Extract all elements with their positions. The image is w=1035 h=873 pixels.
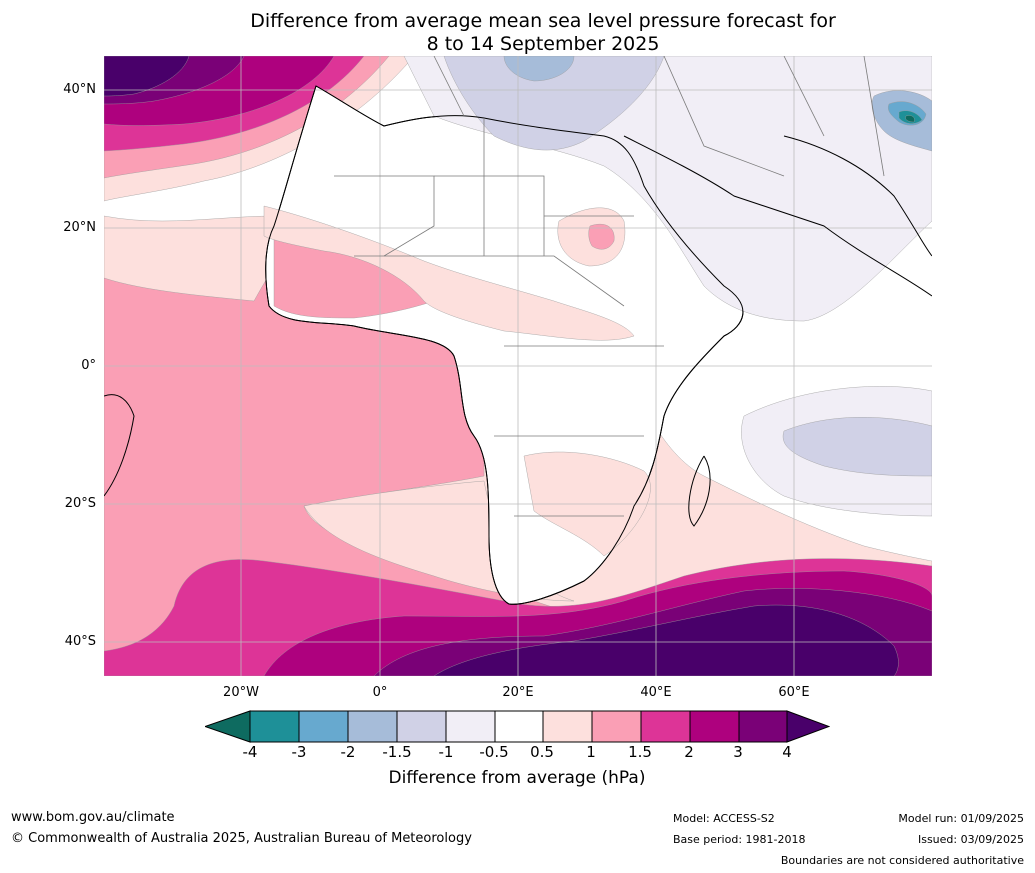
lon-label-0: 0°: [372, 685, 388, 700]
colorbar-swatch-pos15: [640, 710, 691, 743]
colorbar-swatch-pos05: [542, 710, 593, 743]
colorbar-swatch-neg2: [347, 710, 398, 743]
colorbar-label: Difference from average (hPa): [388, 768, 646, 788]
colorbar-tick: -1: [438, 743, 454, 761]
lat-label-0: 0°: [81, 358, 96, 373]
lon-label-20e: 20°E: [502, 685, 534, 700]
colorbar-swatch-neg15: [396, 710, 447, 743]
footer-issued: Issued: 03/09/2025: [917, 833, 1024, 846]
colorbar-tick: 0.5: [530, 743, 554, 761]
title-line-2: 8 to 14 September 2025: [426, 33, 660, 55]
colorbar-tick: 2: [684, 743, 694, 761]
colorbar-tick: 1.5: [628, 743, 652, 761]
footer-website: www.bom.gov.au/climate: [11, 810, 175, 825]
colorbar-tick: -1.5: [382, 743, 412, 761]
anomaly-south-pos4: [433, 604, 899, 676]
country-borders: [334, 56, 885, 517]
colorbar-tick: 1: [586, 743, 596, 761]
coastlines: [104, 85, 932, 605]
colorbar-tick: -3: [291, 743, 307, 761]
colorbar-swatch-neg1: [445, 710, 496, 743]
map-title: Difference from average mean sea level p…: [0, 10, 1035, 56]
colorbar-tick: 4: [782, 743, 792, 761]
lon-label-40e: 40°E: [640, 685, 672, 700]
colorbar-swatch-pos3: [738, 710, 788, 743]
graticule: [104, 56, 932, 676]
anomaly-mediterranean-neg15: [503, 56, 575, 82]
lat-label-40n: 40°N: [63, 82, 96, 97]
colorbar: [205, 710, 830, 743]
colorbar-swatch-pos2: [689, 710, 740, 743]
footer-boundaries-note: Boundaries are not considered authoritat…: [780, 854, 1024, 867]
colorbar-swatch-neg4: [249, 710, 300, 743]
anomaly-indian-ocean-neg1: [782, 417, 932, 477]
colorbar-tick: -0.5: [479, 743, 509, 761]
anomaly-west-africa-pos05: [263, 205, 635, 341]
anomaly-mediterranean-neg1: [443, 56, 665, 151]
lat-label-20n: 20°N: [63, 220, 96, 235]
colorbar-tick: 3: [733, 743, 743, 761]
lon-label-20w: 20°W: [223, 685, 259, 700]
colorbar-swatch-neg3: [298, 710, 349, 743]
footer-copyright: © Commonwealth of Australia 2025, Austra…: [11, 831, 472, 846]
colorbar-swatch-pos1: [591, 710, 642, 743]
lon-label-60e: 60°E: [778, 685, 810, 700]
colorbar-tick: -2: [340, 743, 356, 761]
anomaly-sudan-pos1: [588, 223, 615, 250]
colorbar-tick: -4: [242, 743, 258, 761]
map-canvas: [104, 56, 932, 676]
anomaly-tibet-neg4: [905, 115, 915, 123]
anomaly-north-pos4: [104, 56, 190, 97]
title-line-1: Difference from average mean sea level p…: [250, 10, 836, 32]
colorbar-arrow-high: [786, 710, 830, 743]
lat-label-20s: 20°S: [64, 496, 96, 511]
footer-base-period: Base period: 1981-2018: [673, 833, 806, 846]
colorbar-arrow-low: [205, 710, 251, 743]
footer-model-run: Model run: 01/09/2025: [898, 812, 1024, 825]
colorbar-swatch-neg05: [494, 710, 544, 743]
lat-label-40s: 40°S: [64, 634, 96, 649]
footer-model: Model: ACCESS-S2: [673, 812, 775, 825]
pressure-anomaly-map: [104, 56, 932, 676]
